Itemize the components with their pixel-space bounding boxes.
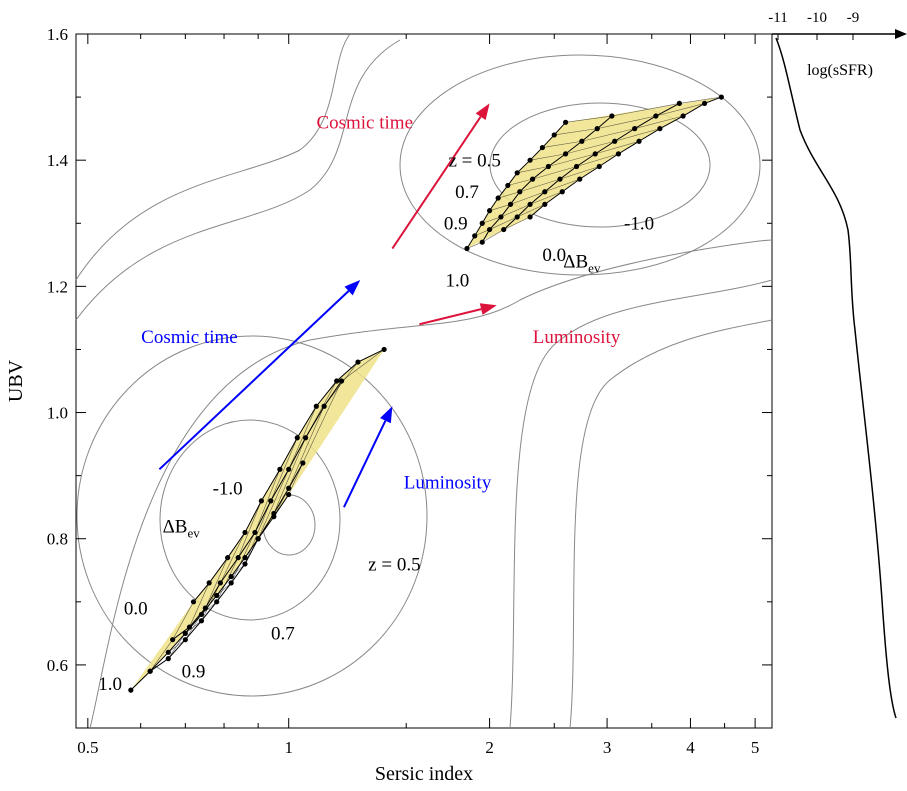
contour-line: [76, 335, 428, 697]
delta-b-label: ΔBev: [163, 516, 201, 540]
grid-point: [657, 126, 663, 132]
x-tick-label: 1: [284, 738, 293, 757]
x-tick-label: 5: [751, 738, 760, 757]
grid-cross-line: [466, 216, 531, 249]
grid-cross-line: [474, 204, 545, 237]
contour-lines: [75, 33, 773, 729]
delta-b-label: ΔBev: [563, 251, 601, 275]
side-panel-tick-label: -10: [807, 10, 827, 26]
grid-cross-line: [201, 500, 262, 615]
grid-point: [680, 113, 686, 119]
contour-line: [75, 39, 401, 321]
x-axis-title: Sersic index: [375, 763, 473, 785]
arrow-head: [479, 303, 497, 315]
contour-line: [569, 319, 773, 729]
annotation-label: 0.9: [182, 662, 206, 683]
grid-cross-line: [230, 437, 298, 577]
y-tick-label: 1.4: [47, 151, 69, 170]
grid-cross-line: [565, 96, 722, 123]
arrow-shaft: [419, 308, 482, 326]
arrow-head: [380, 406, 393, 424]
annotation-label: 0.9: [444, 214, 468, 235]
grid-cross-line: [517, 140, 640, 174]
grid-cross-line: [288, 349, 385, 495]
grid-cross-line: [489, 178, 580, 211]
arrow-head: [475, 103, 490, 121]
arrow-head: [344, 280, 361, 296]
annotation-label: 0.7: [271, 624, 295, 645]
y-tick-label: 1.6: [47, 25, 68, 44]
grid-cross-line: [149, 582, 210, 672]
grid-cross-line: [530, 128, 660, 161]
model-grids: [128, 94, 724, 693]
contour-line: [509, 279, 773, 729]
arrows: [158, 103, 497, 508]
annotation-label: -1.0: [624, 214, 654, 235]
arrow-shaft: [391, 116, 482, 250]
contour-line: [399, 54, 761, 276]
shaded-region: [130, 349, 385, 691]
side-panel-tick-label: -11: [768, 10, 787, 26]
axis-ticks: 0.5 1 2 3 4 5 0.6 0.8 1.0 1.2 1.4 1.6: [47, 25, 772, 757]
side-panel-axis-arrowhead: [895, 29, 907, 39]
side-panel-curve: [775, 37, 897, 719]
annotation-label: Cosmic time: [316, 113, 413, 134]
annotation-label: Luminosity: [533, 327, 621, 348]
grid-cross-line: [507, 153, 619, 186]
contour-line: [89, 239, 773, 729]
annotations: Cosmic time Luminosity Cosmic time Luminosi…: [98, 113, 654, 696]
grid-point: [527, 214, 533, 220]
side-panel-x-label: log(sSFR): [807, 62, 873, 79]
grid-point: [718, 94, 724, 100]
grid-cross-line: [542, 115, 684, 148]
shaded-regions: [130, 97, 722, 691]
arrow-shaft: [343, 420, 387, 508]
grid-cross-line: [244, 406, 317, 558]
grid-point: [701, 100, 708, 106]
y-tick-label: 1.2: [47, 277, 68, 296]
y-axis-title: UBV: [5, 359, 27, 402]
grid-cross-line: [482, 191, 563, 224]
contour-line: [75, 33, 351, 281]
x-tick-label: 4: [686, 738, 695, 757]
grid-cross-line: [168, 557, 228, 653]
grid-cross-line: [498, 166, 600, 199]
contour-line: [159, 419, 341, 621]
grid-cross-line: [554, 103, 705, 136]
x-tick-label: 2: [485, 738, 494, 757]
y-tick-label: 0.8: [47, 530, 68, 549]
grid-cross-line: [185, 532, 246, 634]
side-panel: -11 -10 -9 log(sSFR): [768, 10, 907, 719]
annotation-label: z = 0.5: [368, 554, 420, 575]
side-panel-tick-label: -9: [847, 10, 860, 26]
grid-cross-line: [130, 601, 194, 691]
grid-cross-line: [216, 469, 281, 596]
annotation-label: 1.0: [446, 270, 470, 291]
grid-cross-line: [257, 380, 337, 539]
grid-point: [596, 163, 602, 170]
annotation-label: z = 0.5: [449, 150, 501, 171]
grid-point: [577, 176, 583, 182]
x-tick-label: 3: [603, 738, 612, 757]
arrow-shaft: [158, 290, 350, 471]
annotation-label: 0.7: [455, 182, 479, 203]
grid-cross-line: [273, 361, 359, 517]
grid-point: [636, 138, 642, 144]
annotation-label: -1.0: [213, 479, 243, 500]
grid-point: [559, 189, 565, 195]
annotation-label: 0.0: [542, 245, 566, 266]
grid-point: [615, 151, 622, 157]
annotation-label: Cosmic time: [141, 327, 238, 348]
x-tick-label: 0.5: [77, 738, 98, 757]
y-tick-label: 1.0: [47, 404, 68, 423]
shaded-region: [466, 97, 722, 249]
annotation-label: Luminosity: [404, 472, 492, 493]
plot-frame: [75, 33, 773, 729]
annotation-label: 1.0: [98, 674, 122, 695]
y-tick-label: 0.6: [47, 656, 68, 675]
annotation-label: 0.0: [124, 598, 148, 619]
contour-line: [489, 102, 711, 228]
